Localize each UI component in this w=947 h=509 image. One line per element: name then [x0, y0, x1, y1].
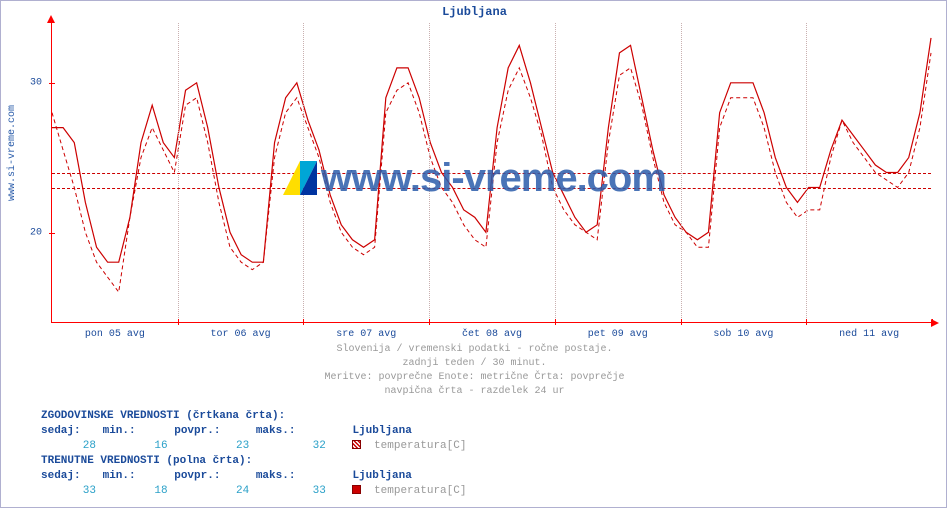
legend-header-maks: maks.:	[256, 469, 326, 484]
legend-header-sedaj: sedaj:	[41, 469, 96, 484]
caption-line: navpična črta - razdelek 24 ur	[1, 385, 947, 399]
chart-title: Ljubljana	[1, 5, 947, 19]
y-tick-label: 20	[30, 228, 42, 239]
legend-value-sedaj: 28	[41, 439, 96, 454]
y-tick-label: 30	[30, 78, 42, 89]
site-side-label: www.si-vreme.com	[7, 105, 18, 201]
legend-header-min: min.:	[103, 469, 168, 484]
legend-header-maks: maks.:	[256, 424, 326, 439]
x-tick-label: sre 07 avg	[336, 329, 396, 340]
legend-header-min: min.:	[103, 424, 168, 439]
legend-current-title: TRENUTNE VREDNOSTI (polna črta):	[41, 454, 252, 469]
legend-swatch-solid-icon	[352, 485, 361, 494]
x-tick-label: ned 11 avg	[839, 329, 899, 340]
x-tick-label: čet 08 avg	[462, 329, 522, 340]
legend-value-povpr: 24	[174, 484, 249, 499]
caption-line: Meritve: povprečne Enote: metrične Črta:…	[1, 371, 947, 385]
legend-value-min: 18	[103, 484, 168, 499]
legend-station-name: Ljubljana	[332, 469, 411, 484]
legend-header-povpr: povpr.:	[174, 469, 249, 484]
x-tick-label: pet 09 avg	[588, 329, 648, 340]
x-tick-label: tor 06 avg	[211, 329, 271, 340]
legend-station-name: Ljubljana	[332, 424, 411, 439]
legend-header-povpr: povpr.:	[174, 424, 249, 439]
x-tick-label: pon 05 avg	[85, 329, 145, 340]
chart-container: www.si-vreme.com Ljubljana 2030pon 05 av…	[1, 1, 947, 509]
legend-value-maks: 33	[256, 484, 326, 499]
legend-value-maks: 32	[256, 439, 326, 454]
legend-swatch-dashed-icon	[352, 440, 361, 449]
caption-line: Slovenija / vremenski podatki - ročne po…	[1, 343, 947, 357]
legend-historic-title: ZGODOVINSKE VREDNOSTI (črtkana črta):	[41, 409, 285, 424]
plot-area: 2030pon 05 avgtor 06 avgsre 07 avgčet 08…	[51, 23, 931, 323]
caption-line: zadnji teden / 30 minut.	[1, 357, 947, 371]
chart-caption: Slovenija / vremenski podatki - ročne po…	[1, 343, 947, 399]
legend-value-min: 16	[103, 439, 168, 454]
x-tick-label: sob 10 avg	[713, 329, 773, 340]
legend-series-label: temperatura[C]	[374, 485, 466, 497]
legend-block: ZGODOVINSKE VREDNOSTI (črtkana črta): se…	[41, 409, 466, 499]
y-axis-arrow-icon	[47, 15, 55, 23]
legend-value-sedaj: 33	[41, 484, 96, 499]
legend-series-label: temperatura[C]	[374, 440, 466, 452]
legend-value-povpr: 23	[174, 439, 249, 454]
legend-header-sedaj: sedaj:	[41, 424, 96, 439]
